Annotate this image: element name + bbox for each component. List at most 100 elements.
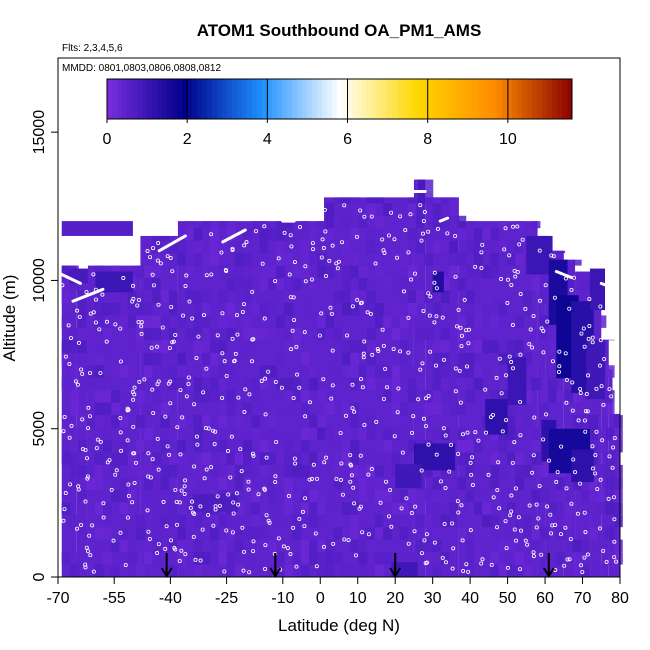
curtain-cell: [605, 552, 615, 565]
sample-point: [512, 527, 517, 532]
sample-point: [564, 486, 569, 491]
curtain-cell: [177, 552, 186, 565]
curtain-cell: [440, 197, 450, 204]
sample-point: [243, 387, 248, 392]
curtain-cell: [160, 377, 170, 391]
curtain-cell: [292, 278, 302, 291]
sample-point: [586, 336, 591, 341]
curtain-cell: [284, 377, 294, 391]
sample-point: [342, 203, 347, 208]
sample-point: [579, 563, 584, 568]
curtain-cell: [300, 221, 310, 229]
curtain-cell: [366, 352, 376, 366]
sample-point: [150, 272, 155, 277]
sample-point: [234, 491, 239, 496]
curtain-cell: [177, 352, 186, 366]
curtain-cell: [309, 552, 318, 565]
sample-point: [125, 406, 130, 411]
curtain-cell: [185, 427, 195, 440]
curtain-cell: [251, 377, 261, 391]
curtain-cell: [515, 340, 524, 353]
curtain-cell: [144, 464, 154, 478]
curtain-cell: [243, 439, 252, 453]
curtain-cell: [614, 539, 623, 553]
curtain-cell: [127, 502, 137, 515]
sample-point: [575, 511, 580, 516]
curtain-cell: [432, 302, 442, 316]
curtain-cell: [465, 439, 475, 453]
curtain-cell: [243, 464, 252, 478]
sample-point: [550, 359, 555, 364]
sample-point: [388, 487, 393, 492]
curtain-cell: [391, 415, 401, 428]
sample-point: [369, 214, 374, 219]
curtain-cell: [416, 377, 426, 391]
curtain-cell: [218, 415, 228, 428]
sample-point: [173, 332, 178, 337]
curtain-cell: [482, 527, 491, 540]
sample-point: [537, 483, 542, 488]
sample-point: [352, 501, 357, 506]
curtain-cell: [177, 365, 186, 378]
sample-point: [247, 570, 252, 575]
sample-point: [134, 460, 139, 465]
curtain-cell: [498, 439, 508, 453]
sample-point: [213, 507, 218, 512]
curtain-cell: [465, 278, 475, 291]
curtain-cell: [226, 452, 236, 465]
sample-point: [361, 355, 366, 360]
curtain-cell: [177, 315, 186, 328]
curtain-cell: [317, 221, 327, 229]
colorbar-cell: [437, 79, 443, 119]
curtain-cell: [284, 302, 294, 316]
curtain-cell: [234, 278, 244, 291]
curtain-cell: [284, 228, 294, 241]
sample-point: [75, 382, 80, 387]
x-tick-label: -55: [103, 590, 126, 607]
sample-point: [317, 333, 322, 338]
sample-point: [289, 347, 294, 352]
curtain-cell: [292, 452, 302, 465]
sample-point: [86, 426, 91, 431]
curtain-cell: [350, 452, 360, 465]
colorbar-cell: [232, 79, 238, 119]
colorbar-cell: [292, 79, 298, 119]
sample-point: [440, 315, 445, 320]
curtain-cell: [506, 427, 516, 440]
curtain-cell: [177, 464, 186, 478]
curtain-cell: [267, 278, 277, 291]
curtain-cell: [276, 352, 285, 366]
sample-point: [434, 363, 439, 368]
curtain-cell: [531, 221, 541, 229]
curtain-cell: [127, 315, 137, 328]
curtain-cell: [482, 302, 491, 316]
curtain-cell: [399, 402, 409, 416]
curtain-cell: [358, 427, 368, 440]
sample-point: [234, 313, 239, 318]
curtain-cell: [300, 352, 310, 366]
curtain-cell: [333, 552, 343, 565]
sample-point: [564, 400, 569, 405]
curtain-cell: [383, 427, 393, 440]
curtain-cell: [440, 514, 450, 528]
curtain-cell: [506, 240, 516, 254]
sample-point: [209, 465, 214, 470]
sample-point: [611, 445, 616, 450]
colorbar-cell: [467, 79, 473, 119]
curtain-cell: [407, 365, 417, 378]
curtain-cell: [457, 228, 467, 241]
sample-point: [470, 483, 475, 488]
sample-point: [118, 430, 123, 435]
curtain-cell: [300, 464, 310, 478]
curtain-cell: [292, 265, 302, 279]
curtain-cell: [309, 365, 318, 378]
colorbar-cell: [417, 79, 423, 119]
sample-point: [188, 505, 193, 510]
sample-point: [421, 218, 426, 223]
curtain-cell: [111, 390, 121, 403]
curtain-cell: [168, 240, 178, 254]
curtain-cell: [152, 340, 162, 353]
curtain-cell: [581, 539, 590, 553]
curtain-cell: [292, 539, 302, 553]
sample-point: [109, 487, 114, 492]
